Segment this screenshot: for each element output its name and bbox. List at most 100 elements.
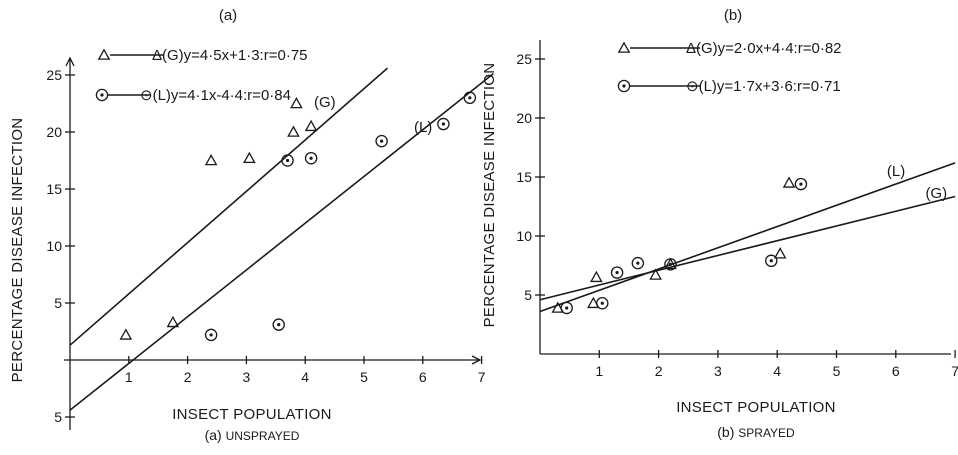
data-point-circle-center bbox=[799, 182, 803, 186]
data-point-circle bbox=[304, 151, 318, 165]
data-point-circle-center bbox=[565, 306, 569, 310]
y-tick-label: 15 bbox=[46, 181, 62, 197]
data-point-circle bbox=[596, 297, 609, 310]
data-point-circle-center bbox=[309, 156, 313, 160]
data-point-circle-center bbox=[277, 323, 281, 327]
line-label-l: (L) bbox=[887, 163, 905, 180]
data-point-triangle bbox=[290, 96, 303, 109]
y-tick-label: 10 bbox=[516, 228, 532, 244]
y-axis-arrow bbox=[65, 56, 75, 67]
y-tick-label: 25 bbox=[516, 51, 532, 67]
data-point-triangle bbox=[287, 125, 300, 137]
x-tick-label: 1 bbox=[595, 363, 603, 379]
x-tick-label: 2 bbox=[655, 363, 663, 379]
line-label-g: (G) bbox=[925, 185, 947, 202]
x-tick-label: 7 bbox=[478, 369, 486, 385]
y-tick-label: 20 bbox=[46, 124, 62, 140]
legend-equation: ⊙(L)y=1·7x+3·6:r=0·71 bbox=[686, 78, 841, 95]
regression-line-g bbox=[539, 195, 956, 301]
line-label-l: (L) bbox=[414, 119, 432, 136]
panel-caption: (b) SPRAYED bbox=[717, 424, 795, 440]
x-tick-label: 6 bbox=[892, 363, 900, 379]
data-point-circle bbox=[631, 256, 645, 270]
data-point-circle-center bbox=[441, 122, 445, 126]
data-point-circle-center bbox=[209, 333, 213, 337]
data-point-circle-center bbox=[636, 261, 640, 265]
caption-letter: (b) bbox=[717, 424, 738, 440]
data-point-triangle bbox=[664, 257, 677, 270]
data-point-triangle bbox=[304, 119, 318, 132]
x-tick-label: 6 bbox=[419, 369, 427, 385]
legend-equation: Δ(G)y=2·0x+4·4:r=0·82 bbox=[686, 40, 842, 57]
data-point-circle bbox=[204, 328, 218, 342]
panel-b-sprayed-chart: 1 2 3 4 5 6 7 5 10 15 20 25 (G) (L) Δ(G)y=2·0x+4·4:r=0… bbox=[481, 7, 958, 440]
data-point-circle bbox=[375, 134, 388, 148]
y-tick-label: 10 bbox=[46, 238, 62, 254]
data-point-circle-center bbox=[668, 262, 673, 266]
regression-line-l bbox=[69, 73, 494, 411]
legend-circle-marker bbox=[617, 79, 631, 93]
legend-triangle-marker bbox=[97, 48, 111, 60]
data-point-circle bbox=[765, 254, 778, 268]
x-tick-label: 4 bbox=[301, 369, 309, 385]
panel-a-unsprayed-chart: 1 2 3 4 5 6 7 5 10 15 20 25 5 (G) (L) Δ(G)y=4·5x+1·3:r=… bbox=[9, 7, 494, 443]
y-tick-label: 20 bbox=[516, 110, 532, 126]
legend-circle-marker bbox=[95, 88, 109, 102]
data-point-circle-center bbox=[285, 158, 290, 163]
x-tick-label: 5 bbox=[360, 369, 368, 385]
y-tick-label: 5 bbox=[54, 409, 62, 425]
panel-caption: (a) UNSPRAYED bbox=[205, 427, 300, 443]
regression-line-g bbox=[69, 67, 389, 346]
data-point-triangle bbox=[204, 153, 218, 166]
data-point-circle bbox=[463, 91, 477, 105]
data-point-triangle bbox=[551, 301, 565, 313]
data-point-circle-center bbox=[615, 270, 619, 275]
x-tick-label: 1 bbox=[125, 369, 133, 385]
data-point-circle-center bbox=[468, 96, 472, 100]
x-tick-label: 7 bbox=[951, 363, 958, 379]
x-tick-label: 3 bbox=[714, 363, 722, 379]
caption-letter: (a) bbox=[205, 427, 226, 443]
data-point-triangle bbox=[587, 296, 600, 309]
data-point-triangle bbox=[773, 247, 787, 259]
panel-title: (b) bbox=[724, 7, 742, 24]
data-point-triangle bbox=[119, 328, 133, 340]
data-point-circle bbox=[437, 117, 450, 131]
data-point-circle-center bbox=[769, 259, 773, 263]
y-axis-label: PERCENTAGE DISEASE INFECTION bbox=[9, 118, 26, 383]
x-tick-label: 5 bbox=[833, 363, 841, 379]
x-tick-label: 3 bbox=[243, 369, 251, 385]
data-point-circle-center bbox=[600, 301, 604, 305]
x-axis-arrow bbox=[471, 355, 482, 365]
data-point-circle bbox=[610, 266, 624, 279]
y-tick-label: 5 bbox=[524, 287, 532, 303]
legend-circle-marker-center bbox=[622, 84, 626, 88]
data-point-circle bbox=[272, 318, 285, 331]
legend-circle-marker-center bbox=[100, 93, 104, 97]
regression-line-l bbox=[539, 162, 956, 313]
legend-triangle-marker bbox=[617, 41, 631, 53]
data-point-triangle bbox=[649, 268, 662, 280]
data-point-circle bbox=[281, 154, 294, 167]
legend-equation: ⊙(L)y=4·1x-4·4:r=0·84 bbox=[140, 87, 291, 104]
y-tick-label: 15 bbox=[516, 169, 532, 185]
y-tick-label: 5 bbox=[54, 295, 62, 311]
caption-text: UNSPRAYED bbox=[226, 429, 300, 443]
line-label-g: (G) bbox=[314, 94, 336, 111]
data-point-triangle bbox=[590, 270, 603, 283]
x-axis-label: INSECT POPULATION bbox=[676, 399, 836, 416]
data-point-circle-center bbox=[380, 139, 384, 143]
data-point-triangle bbox=[782, 176, 796, 188]
data-point-triangle bbox=[243, 151, 256, 164]
data-point-circle bbox=[560, 301, 573, 315]
x-axis-label: INSECT POPULATION bbox=[172, 406, 332, 423]
y-tick-label: 25 bbox=[46, 67, 62, 83]
caption-text: SPRAYED bbox=[738, 426, 795, 440]
data-point-triangle bbox=[166, 315, 180, 328]
legend-equation: Δ(G)y=4·5x+1·3:r=0·75 bbox=[152, 47, 308, 64]
data-point-circle bbox=[794, 177, 808, 191]
y-axis-label: PERCENTAGE DISEASE INFECTION bbox=[481, 63, 498, 328]
data-point-circle bbox=[664, 258, 677, 271]
x-tick-label: 2 bbox=[184, 369, 192, 385]
